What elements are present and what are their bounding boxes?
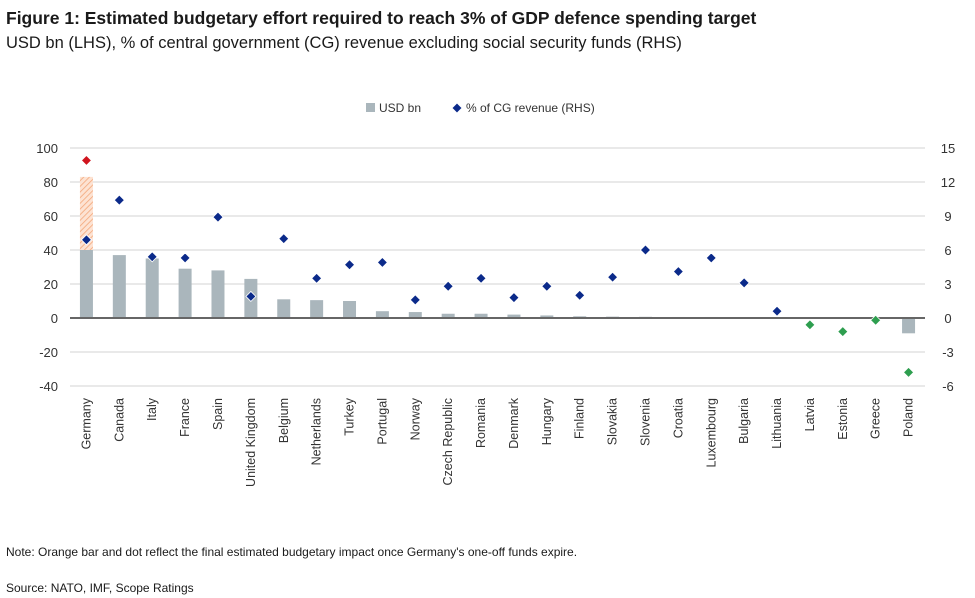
- left-tick-label: 0: [51, 311, 58, 326]
- category-label: Norway: [408, 397, 422, 440]
- dot: [442, 280, 454, 292]
- right-tick-label: 9: [944, 209, 951, 224]
- bar: [902, 318, 916, 334]
- dot: [278, 233, 290, 245]
- left-tick-label: 100: [36, 141, 58, 156]
- legend-label: USD bn: [379, 101, 421, 115]
- category-label: Italy: [145, 397, 159, 421]
- bar: [178, 268, 192, 318]
- bar: [474, 313, 488, 318]
- right-tick-label: 12: [941, 175, 955, 190]
- category-label: Bulgaria: [737, 398, 751, 444]
- right-tick-label: -3: [942, 345, 954, 360]
- dot: [179, 252, 191, 264]
- dot: [146, 251, 158, 263]
- right-tick-label: 15: [941, 141, 955, 156]
- dot: [343, 259, 356, 271]
- category-label: United Kingdom: [244, 398, 258, 487]
- chart-title: Figure 1: Estimated budgetary effort req…: [6, 8, 757, 28]
- bar: [507, 314, 521, 318]
- legend-label: % of CG revenue (RHS): [466, 101, 595, 115]
- dot: [804, 319, 816, 331]
- dot: [508, 292, 520, 304]
- category-label: Czech Republic: [441, 398, 455, 486]
- category-label: Netherlands: [310, 398, 324, 465]
- dot: [113, 194, 125, 206]
- legend-swatch-bar: [366, 103, 375, 112]
- category-label: Croatia: [671, 398, 685, 438]
- legend-swatch-dot: [451, 102, 463, 114]
- category-label: France: [178, 398, 192, 437]
- bar: [145, 258, 159, 318]
- right-tick-label: 3: [944, 277, 951, 292]
- dot: [80, 234, 93, 246]
- category-label: Poland: [902, 398, 916, 437]
- dot: [902, 366, 915, 378]
- category-label: Slovakia: [606, 398, 620, 445]
- category-label: Estonia: [836, 398, 850, 440]
- bar: [408, 312, 422, 318]
- dot-germany-final: [80, 154, 93, 167]
- category-label: Slovenia: [638, 398, 652, 446]
- dot: [245, 290, 257, 303]
- bar: [112, 255, 126, 318]
- category-label: Romania: [474, 398, 488, 448]
- chart-note: Note: Orange bar and dot reflect the fin…: [6, 545, 578, 559]
- category-label: Greece: [869, 398, 883, 439]
- dot: [705, 252, 717, 264]
- bar: [79, 250, 93, 318]
- right-tick-label: 6: [944, 243, 951, 258]
- dot: [607, 271, 619, 283]
- bar: [310, 300, 324, 318]
- chart: -40 -20 0 20 40 60 80 100 -6 -3 0 3 6 9 12 15 Germany Can…: [36, 101, 955, 487]
- chart-source: Source: NATO, IMF, Scope Ratings: [6, 581, 194, 595]
- right-tick-label: 0: [944, 311, 951, 326]
- bar: [277, 299, 291, 318]
- left-tick-label: 40: [44, 243, 58, 258]
- dot: [212, 211, 224, 223]
- dot: [376, 256, 388, 269]
- category-label: Denmark: [507, 397, 521, 448]
- left-tick-label: 80: [44, 175, 58, 190]
- bar: [441, 313, 455, 318]
- bar-germany-final: [79, 176, 93, 250]
- dot: [475, 272, 487, 284]
- bar: [540, 315, 554, 318]
- category-label: Turkey: [343, 397, 357, 435]
- dot: [771, 305, 783, 317]
- dot: [870, 314, 882, 326]
- category-label: Luxembourg: [704, 398, 718, 468]
- bar: [211, 270, 225, 318]
- left-tick-label: -20: [39, 345, 58, 360]
- left-tick-label: 60: [44, 209, 58, 224]
- category-label: Spain: [211, 398, 225, 430]
- dot: [541, 280, 553, 292]
- category-label: Belgium: [277, 398, 291, 443]
- category-label: Hungary: [540, 397, 554, 445]
- bar: [375, 311, 389, 318]
- category-label: Germany: [79, 397, 93, 449]
- dot: [837, 326, 849, 338]
- dot: [639, 244, 652, 256]
- category-label: Portugal: [375, 398, 389, 445]
- dot: [311, 272, 323, 284]
- left-tick-label: -40: [39, 379, 58, 394]
- chart-subtitle: USD bn (LHS), % of central government (C…: [6, 34, 682, 52]
- category-label: Latvia: [803, 398, 817, 431]
- dot: [574, 289, 586, 301]
- category-label: Finland: [573, 398, 587, 439]
- dot: [409, 294, 421, 306]
- left-tick-label: 20: [44, 277, 58, 292]
- category-label: Lithuania: [770, 398, 784, 449]
- dot: [738, 277, 750, 289]
- bar: [343, 301, 357, 318]
- category-label: Canada: [112, 398, 126, 442]
- dot: [672, 265, 684, 278]
- right-tick-label: -6: [942, 379, 954, 394]
